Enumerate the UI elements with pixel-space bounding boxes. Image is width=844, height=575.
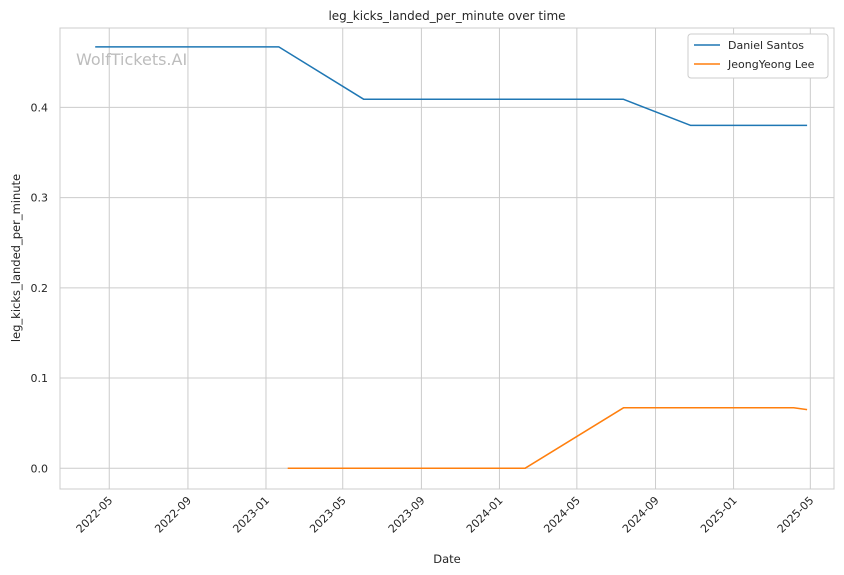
x-tick-label: 2022-09 [152,494,194,536]
legend-label-0: Daniel Santos [728,39,804,52]
x-tick-label: 2024-09 [620,494,662,536]
legend: Daniel Santos JeongYeong Lee [687,33,829,79]
plot-area [60,28,834,489]
x-tick-label: 2022-05 [74,494,116,536]
x-tick-label: 2024-05 [541,494,583,536]
x-tick-label: 2023-01 [230,494,272,536]
x-tick-label: 2024-01 [464,494,506,536]
grid [60,28,834,489]
plot-frame [59,27,835,490]
y-tick-label: 0.0 [31,462,49,475]
watermark: WolfTickets.AI [76,50,187,69]
series-line-0 [95,46,808,127]
x-tick-label: 2025-05 [775,494,817,536]
x-tick-label: 2023-09 [386,494,428,536]
y-axis-label: leg_kicks_landed_per_minute [9,174,23,342]
y-tick-label: 0.1 [31,372,49,385]
legend-label-1: JeongYeong Lee [727,58,815,71]
y-axis-ticks: 0.0 0.1 0.2 0.3 0.4 [31,101,49,475]
x-axis-label: Date [433,552,461,566]
series-line-1 [287,407,808,470]
x-axis-ticks: 2022-05 2022-09 2023-01 2023-05 2023-09 2024-… [74,494,817,536]
y-tick-label: 0.2 [31,282,49,295]
chart-title: leg_kicks_landed_per_minute over time [328,9,565,23]
y-tick-label: 0.4 [31,101,49,114]
legend-box [687,33,829,79]
y-tick-label: 0.3 [31,192,49,205]
series-lines [95,46,808,470]
x-tick-label: 2023-05 [307,494,349,536]
x-tick-label: 2025-01 [698,494,740,536]
